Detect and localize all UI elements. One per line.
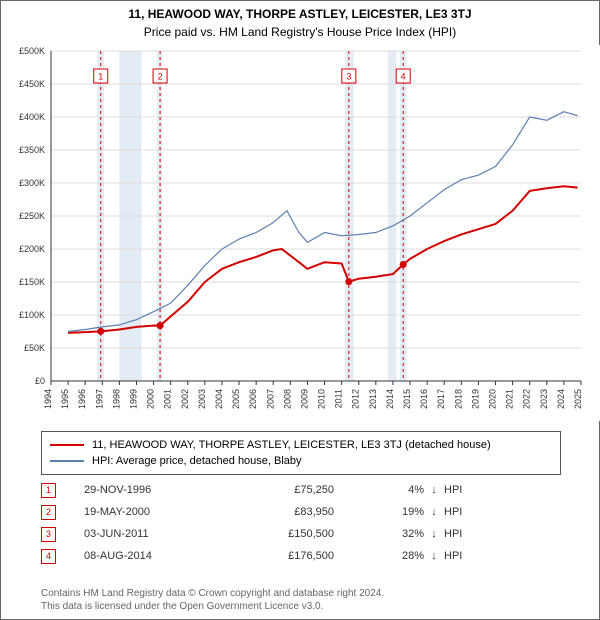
down-arrow-icon: ↓ [424,528,444,540]
event-price: £83,950 [224,506,364,518]
svg-text:2014: 2014 [385,389,395,409]
svg-text:£500K: £500K [19,46,45,56]
legend-label: HPI: Average price, detached house, Blab… [92,455,302,467]
legend-color-swatch [50,460,84,461]
svg-text:£150K: £150K [19,277,45,287]
svg-text:1994: 1994 [43,389,53,409]
footer-attribution: Contains HM Land Registry data © Crown c… [41,587,561,613]
svg-text:2001: 2001 [163,389,173,409]
event-date: 19-MAY-2000 [84,506,224,518]
svg-text:4: 4 [401,72,406,82]
event-row: 4 08-AUG-2014£176,50028%↓HPI [41,545,561,567]
event-marker: 1 [41,483,56,498]
event-hpi-label: HPI [444,484,484,496]
svg-text:1998: 1998 [111,389,121,409]
down-arrow-icon: ↓ [424,550,444,562]
svg-text:2007: 2007 [265,389,275,409]
footer-line2: This data is licensed under the Open Gov… [41,600,561,613]
events-table: 129-NOV-1996£75,2504%↓HPI219-MAY-2000£83… [41,479,561,567]
event-date: 29-NOV-1996 [84,484,224,496]
event-price: £150,500 [224,528,364,540]
svg-text:2020: 2020 [488,389,498,409]
svg-text:2000: 2000 [146,389,156,409]
legend-item: 11, HEAWOOD WAY, THORPE ASTLEY, LEICESTE… [50,437,552,453]
event-marker: 2 [41,505,56,520]
svg-text:2004: 2004 [214,389,224,409]
event-date: 08-AUG-2014 [84,550,224,562]
svg-text:2021: 2021 [505,389,515,409]
event-marker: 4 [41,549,56,564]
svg-text:£250K: £250K [19,211,45,221]
chart-container: 11, HEAWOOD WAY, THORPE ASTLEY, LEICESTE… [0,0,600,620]
svg-text:2019: 2019 [470,389,480,409]
svg-text:2023: 2023 [539,389,549,409]
chart-area: £0 £50K £100K £150K £200K £250K £300K £350K £400… [1,45,600,421]
event-row: 1 29-NOV-1996£75,2504%↓HPI [41,479,561,501]
svg-text:2025: 2025 [573,389,583,409]
svg-text:2009: 2009 [299,389,309,409]
svg-text:2013: 2013 [368,389,378,409]
svg-text:2016: 2016 [419,389,429,409]
svg-text:2018: 2018 [453,389,463,409]
svg-text:1995: 1995 [60,389,70,409]
svg-text:3: 3 [346,72,351,82]
event-row: 2 19-MAY-2000£83,95019%↓HPI [41,501,561,523]
price-chart-svg: £0 £50K £100K £150K £200K £250K £300K £350K £400… [1,45,600,421]
legend-label: 11, HEAWOOD WAY, THORPE ASTLEY, LEICESTE… [92,439,491,451]
event-hpi-label: HPI [444,506,484,518]
svg-text:1997: 1997 [94,389,104,409]
svg-text:£350K: £350K [19,145,45,155]
legend-color-swatch [50,444,84,447]
footer-line1: Contains HM Land Registry data © Crown c… [41,587,561,600]
down-arrow-icon: ↓ [424,484,444,496]
event-price: £176,500 [224,550,364,562]
svg-text:2002: 2002 [180,389,190,409]
event-price: £75,250 [224,484,364,496]
svg-text:2006: 2006 [248,389,258,409]
event-marker: 3 [41,527,56,542]
svg-text:2015: 2015 [402,389,412,409]
svg-text:2022: 2022 [522,389,532,409]
svg-text:2024: 2024 [556,389,566,409]
svg-text:£300K: £300K [19,178,45,188]
event-pct: 32% [364,528,424,540]
svg-text:2003: 2003 [197,389,207,409]
svg-text:2010: 2010 [317,389,327,409]
svg-text:2008: 2008 [282,389,292,409]
svg-text:1999: 1999 [128,389,138,409]
event-pct: 4% [364,484,424,496]
event-row: 3 03-JUN-2011£150,50032%↓HPI [41,523,561,545]
event-pct: 19% [364,506,424,518]
svg-text:£400K: £400K [19,112,45,122]
legend: 11, HEAWOOD WAY, THORPE ASTLEY, LEICESTE… [41,431,561,475]
svg-text:2012: 2012 [351,389,361,409]
svg-text:£50K: £50K [24,343,45,353]
svg-text:1996: 1996 [77,389,87,409]
svg-text:2011: 2011 [334,389,344,408]
event-date: 03-JUN-2011 [84,528,224,540]
legend-item: HPI: Average price, detached house, Blab… [50,453,552,469]
svg-text:2017: 2017 [436,389,446,409]
svg-text:2: 2 [158,72,163,82]
down-arrow-icon: ↓ [424,506,444,518]
svg-text:£200K: £200K [19,244,45,254]
svg-text:1: 1 [98,72,103,82]
event-pct: 28% [364,550,424,562]
svg-text:£450K: £450K [19,79,45,89]
chart-title-subtitle: Price paid vs. HM Land Registry's House … [1,25,599,39]
svg-text:£100K: £100K [19,310,45,320]
svg-text:2005: 2005 [231,389,241,409]
event-hpi-label: HPI [444,550,484,562]
chart-title-address: 11, HEAWOOD WAY, THORPE ASTLEY, LEICESTE… [1,7,599,21]
svg-text:£0: £0 [35,376,45,386]
event-hpi-label: HPI [444,528,484,540]
